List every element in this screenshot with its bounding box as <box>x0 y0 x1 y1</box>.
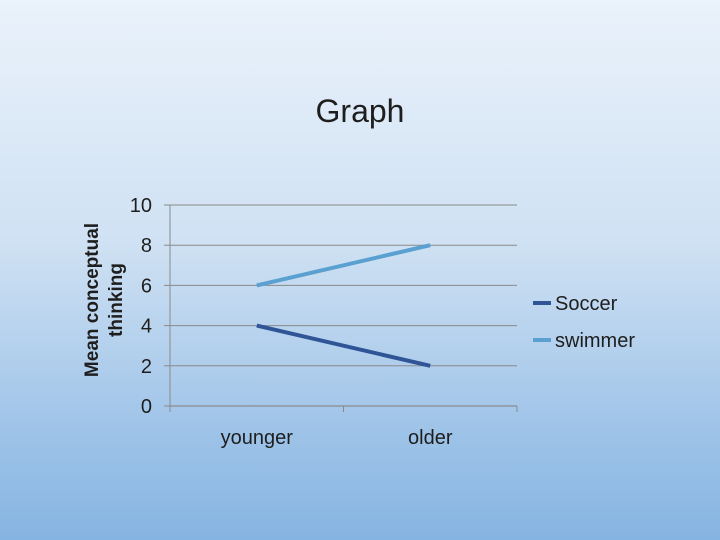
y-tick-label: 6 <box>141 275 152 297</box>
x-tick-label: older <box>408 427 453 449</box>
axes <box>164 204 518 412</box>
legend-label-soccer: Soccer <box>555 293 618 315</box>
legend: Soccer swimmer <box>533 293 635 352</box>
y-axis-label-line-1: Mean conceptual <box>82 223 103 377</box>
x-tick-labels: younger older <box>221 427 453 449</box>
series-lines <box>256 243 431 368</box>
x-tick-label: younger <box>221 427 294 449</box>
series-line-soccer <box>256 323 431 368</box>
y-tick-label: 10 <box>130 195 152 217</box>
y-tick-label: 2 <box>141 356 152 378</box>
series-line-swimmer <box>256 243 431 288</box>
legend-label-swimmer: swimmer <box>555 330 635 352</box>
chart-title: Graph <box>316 93 405 129</box>
y-tick-label: 8 <box>141 235 152 257</box>
y-tick-label: 4 <box>141 316 152 338</box>
y-tick-labels: 0 2 4 6 8 10 <box>130 195 152 418</box>
y-axis-label: Mean conceptual thinking <box>82 223 127 377</box>
y-axis-label-line-2: thinking <box>106 263 127 337</box>
gridlines <box>170 204 517 367</box>
y-tick-label: 0 <box>141 396 152 418</box>
